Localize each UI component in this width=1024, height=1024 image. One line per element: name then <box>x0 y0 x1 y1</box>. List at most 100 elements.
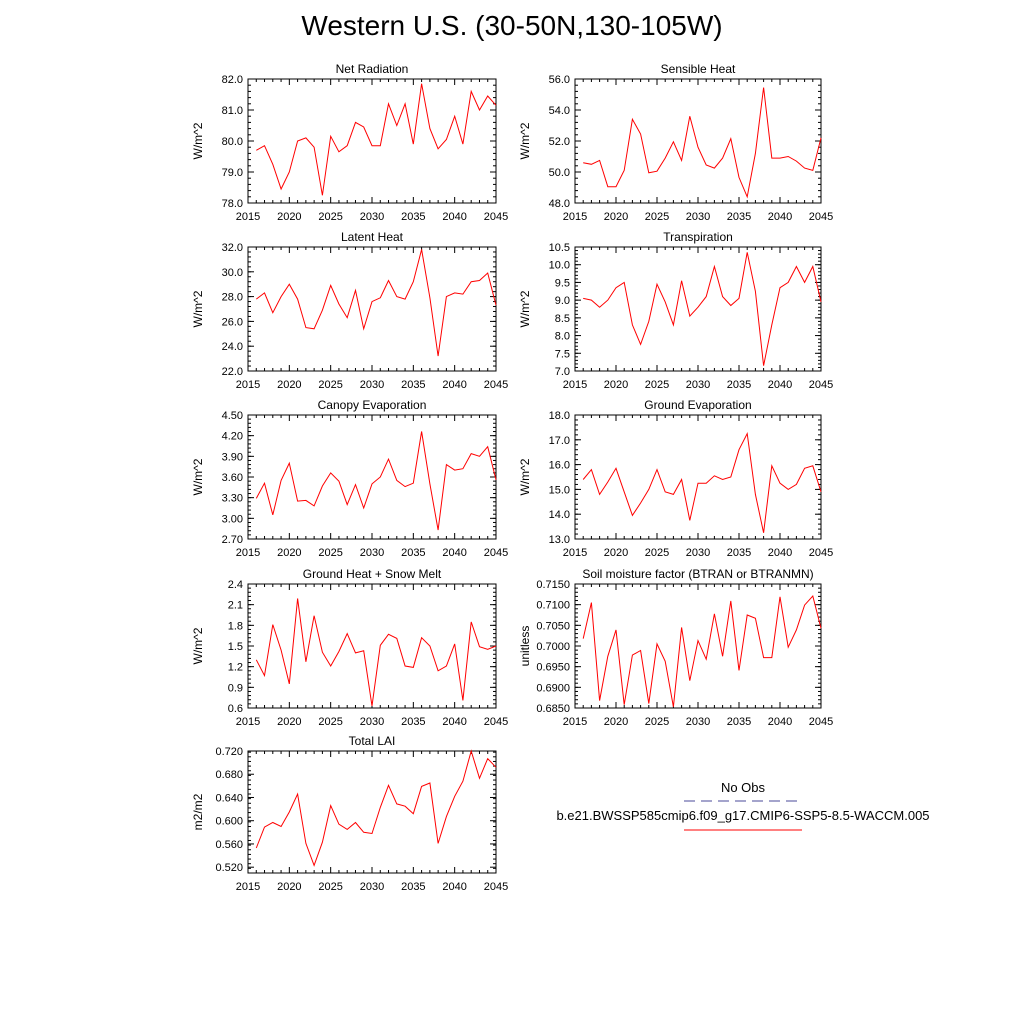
y-axis-label: W/m^2 <box>518 458 532 495</box>
y-tick-label: 9.0 <box>555 295 570 307</box>
y-tick-label: 10.0 <box>549 260 570 272</box>
x-tick-label: 2025 <box>645 211 669 223</box>
x-tick-label: 2040 <box>442 547 466 559</box>
x-tick-label: 2025 <box>318 881 342 893</box>
x-tick-label: 2020 <box>604 716 628 728</box>
x-tick-label: 2015 <box>563 211 587 223</box>
chart-panel-4: Transpiration W/m^2 2015 2020 2025 2030 2035 20… <box>518 230 833 391</box>
y-tick-label: 2.70 <box>222 534 243 546</box>
panel-title: Ground Heat + Snow Melt <box>303 567 442 581</box>
panel-title: Ground Evaporation <box>644 398 751 412</box>
chart-panel-6: Ground Evaporation W/m^2 2015 2020 2025 2030 2… <box>518 398 833 559</box>
x-tick-label: 2020 <box>277 716 301 728</box>
x-tick-label: 2040 <box>768 211 792 223</box>
x-tick-label: 2035 <box>401 881 425 893</box>
x-tick-label: 2015 <box>563 379 587 391</box>
y-tick-label: 3.30 <box>222 493 243 505</box>
x-tick-label: 2030 <box>360 211 384 223</box>
x-tick-label: 2040 <box>768 379 792 391</box>
x-tick-label: 2025 <box>318 547 342 559</box>
legend-obs-label: No Obs <box>720 780 766 795</box>
x-tick-label: 2045 <box>809 211 833 223</box>
y-axis-label: W/m^2 <box>518 122 532 159</box>
y-tick-label: 0.600 <box>215 816 243 828</box>
x-tick-label: 2025 <box>645 547 669 559</box>
x-tick-label: 2020 <box>604 547 628 559</box>
plot-frame <box>247 750 497 874</box>
y-tick-label: 8.5 <box>555 313 570 325</box>
x-tick-label: 2015 <box>236 379 260 391</box>
x-tick-label: 2030 <box>360 547 384 559</box>
x-tick-label: 2015 <box>563 547 587 559</box>
y-tick-label: 0.720 <box>215 746 243 758</box>
plot-frame <box>574 583 822 709</box>
plot-frame <box>247 78 497 204</box>
x-tick-label: 2035 <box>727 547 751 559</box>
series-line <box>582 594 822 707</box>
x-tick-label: 2030 <box>686 716 710 728</box>
x-tick-label: 2035 <box>727 716 751 728</box>
series-line <box>583 252 822 366</box>
x-tick-label: 2025 <box>318 716 342 728</box>
y-tick-label: 4.20 <box>222 431 243 443</box>
x-tick-label: 2040 <box>768 716 792 728</box>
x-tick-label: 2030 <box>686 547 710 559</box>
x-tick-label: 2035 <box>401 211 425 223</box>
x-tick-label: 2045 <box>484 716 508 728</box>
y-tick-label: 8.0 <box>555 331 570 343</box>
y-tick-label: 0.9 <box>228 682 243 694</box>
panel-title: Soil moisture factor (BTRAN or BTRANMN) <box>582 567 813 581</box>
plot-frame <box>574 78 822 204</box>
y-tick-label: 81.0 <box>222 105 243 117</box>
panel-title: Sensible Heat <box>661 62 736 76</box>
y-tick-label: 22.0 <box>222 366 243 378</box>
plot-frame <box>247 246 497 372</box>
panel-title: Latent Heat <box>341 230 404 244</box>
y-tick-label: 2.4 <box>228 579 243 591</box>
y-tick-label: 18.0 <box>549 410 570 422</box>
y-axis-label: unitless <box>518 626 532 667</box>
x-tick-label: 2035 <box>727 211 751 223</box>
plot-frame <box>574 414 822 540</box>
x-tick-label: 2045 <box>484 211 508 223</box>
x-tick-label: 2020 <box>604 379 628 391</box>
x-tick-label: 2045 <box>809 716 833 728</box>
x-tick-label: 2020 <box>277 547 301 559</box>
y-tick-label: 80.0 <box>222 136 243 148</box>
y-axis-label: W/m^2 <box>191 627 205 664</box>
x-tick-label: 2045 <box>809 379 833 391</box>
series-line <box>582 431 822 533</box>
chart-panel-9: Total LAI m2/m2 2015 2020 2025 2030 2035 2040 20… <box>191 734 508 893</box>
y-tick-label: 0.7000 <box>536 641 570 653</box>
y-tick-label: 1.2 <box>228 662 243 674</box>
y-tick-label: 48.0 <box>549 198 570 210</box>
x-tick-label: 2015 <box>236 881 260 893</box>
plot-frame <box>247 583 497 709</box>
plot-frame <box>574 246 822 372</box>
y-tick-label: 0.6 <box>228 703 243 715</box>
y-tick-label: 0.640 <box>215 792 243 804</box>
panel-title: Total LAI <box>349 734 396 748</box>
x-tick-label: 2040 <box>442 211 466 223</box>
chart-panel-2: Sensible Heat W/m^2 2015 2020 2025 2030 2035 20… <box>518 62 833 223</box>
x-tick-label: 2045 <box>484 379 508 391</box>
x-tick-label: 2030 <box>686 379 710 391</box>
series-line <box>256 83 497 196</box>
x-tick-label: 2045 <box>484 881 508 893</box>
y-tick-label: 7.0 <box>555 366 570 378</box>
y-axis-label: W/m^2 <box>191 458 205 495</box>
x-tick-label: 2040 <box>442 716 466 728</box>
y-axis-label: m2/m2 <box>191 793 205 830</box>
x-tick-label: 2030 <box>360 716 384 728</box>
x-tick-label: 2025 <box>318 211 342 223</box>
x-tick-label: 2035 <box>727 379 751 391</box>
y-tick-label: 17.0 <box>549 435 570 447</box>
x-tick-label: 2020 <box>277 379 301 391</box>
y-tick-label: 0.520 <box>215 862 243 874</box>
x-tick-label: 2035 <box>401 379 425 391</box>
x-tick-label: 2020 <box>604 211 628 223</box>
x-tick-label: 2040 <box>442 379 466 391</box>
y-tick-label: 1.8 <box>228 620 243 632</box>
x-tick-label: 2015 <box>563 716 587 728</box>
chart-panel-3: Latent Heat W/m^2 2015 2020 2025 2030 2035 2040… <box>191 230 508 391</box>
